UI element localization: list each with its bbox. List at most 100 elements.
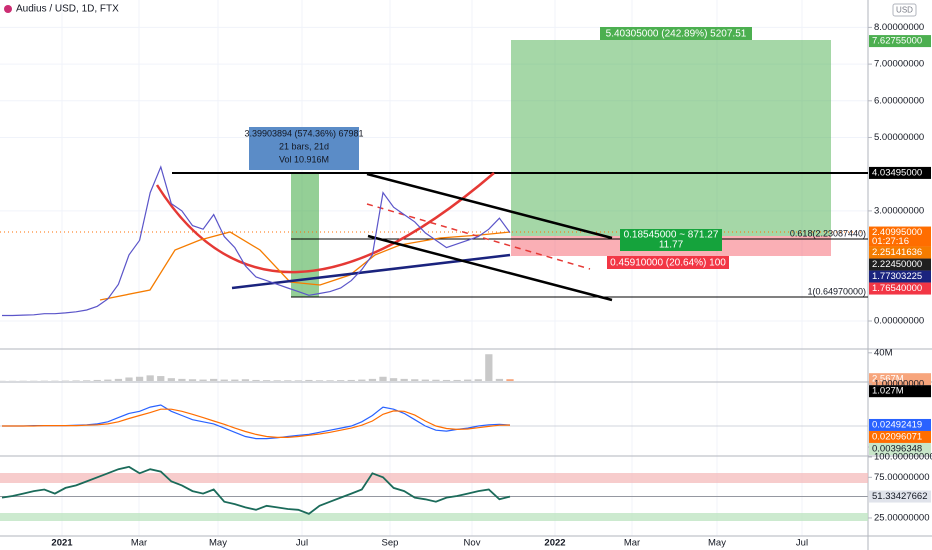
volume-bar: [231, 379, 239, 381]
price-label-bg: [869, 258, 931, 271]
price-label-bg: [869, 226, 931, 247]
price-label: 2.22450000: [872, 259, 922, 270]
volume-bar: [262, 380, 271, 381]
currency-badge[interactable]: [892, 3, 917, 17]
price-label-bg: [869, 282, 931, 295]
rsi-oversold-band: [0, 513, 868, 521]
measure-box: [249, 127, 359, 170]
price-label-bg: [869, 35, 931, 48]
series-line: [2, 408, 511, 438]
volume-bar: [326, 380, 334, 381]
symbol-icon: [4, 5, 12, 13]
volume-bar: [220, 379, 228, 381]
volume-bar: [464, 379, 472, 381]
price-label-bg: [869, 246, 931, 259]
time-tick-label: May: [708, 538, 726, 549]
volume-bar: [114, 378, 123, 381]
time-tick-label: Mar: [624, 538, 640, 549]
channel-line: [367, 234, 613, 302]
volume-bar: [294, 380, 302, 381]
price-label-bg: [869, 270, 931, 283]
volume-bar: [125, 377, 133, 381]
series: [0, 165, 514, 515]
position-label: 0.18545000 ~ 871.27: [624, 230, 719, 241]
y-tick-label: 8.00000000: [874, 22, 924, 33]
volume-bar: [379, 376, 387, 381]
measure-label: 21 bars, 21d: [279, 141, 329, 151]
volume-bar: [72, 380, 80, 381]
fib-label: 0.618(2.23087440): [790, 228, 866, 238]
price-label: 7.62755000: [872, 36, 922, 47]
time-tick-label: 2022: [544, 538, 565, 549]
y-tick-label: 100.00000000: [874, 452, 932, 463]
measure-range: [291, 174, 319, 297]
measure-label: 3.39903894 (574.36%) 67981: [244, 128, 363, 138]
time-tick-label: Mar: [131, 538, 147, 549]
price-label-bg: [869, 166, 931, 179]
measure-label: Vol 10.916M: [279, 154, 329, 164]
time-tick-label: May: [209, 538, 227, 549]
stop-label-bg: [607, 256, 729, 269]
position-label: 11.77: [659, 240, 684, 251]
position-label-bg: [620, 229, 722, 251]
price-label: 0.02492419: [872, 419, 922, 430]
volume-bar: [157, 376, 165, 381]
volume-bar: [400, 378, 408, 381]
price-label: 1.027M: [872, 386, 904, 397]
price-label: 51.33427662: [872, 491, 927, 502]
price-label-bg: [869, 442, 931, 455]
price-label-bg: [869, 418, 931, 431]
volume-bar: [432, 379, 440, 381]
target-label: 5.40305000 (242.89%) 5207.51: [606, 29, 747, 40]
y-tick-label: 0.00000000: [874, 316, 924, 327]
stop-label: 0.45910000 (20.64%) 100: [610, 258, 726, 269]
volume-bar: [358, 379, 366, 381]
curve-drawing: [155, 172, 495, 274]
price-label-bg: [869, 373, 931, 386]
time-tick-label: 2021: [51, 538, 73, 549]
price-label-bg: [869, 430, 931, 443]
volume-bar: [495, 378, 504, 381]
volume-bar: [273, 380, 281, 381]
volume-bar: [178, 378, 186, 381]
series-line: [1, 465, 511, 515]
time-tick-label: Sep: [382, 538, 399, 549]
volume-bar: [83, 380, 91, 381]
y-tick-label: 7.00000000: [874, 59, 924, 70]
series-line: [2, 165, 511, 317]
price-label: 0.00396348: [872, 443, 922, 454]
volume-bar: [421, 379, 429, 381]
volume-bar: [442, 379, 451, 381]
volume-bar: [389, 378, 398, 381]
volume-bar: [104, 379, 112, 381]
price-label: 1.76540000: [872, 283, 922, 294]
currency-label: USD: [896, 6, 913, 15]
target-label-bg: [600, 27, 752, 40]
volume-bar: [315, 380, 324, 381]
volume-bar: [305, 379, 313, 381]
price-label: 2.40995000: [872, 227, 922, 238]
price-label: 2.25141636: [872, 247, 922, 258]
volume-bar: [453, 379, 461, 381]
y-tick-label: 1.00000000: [874, 379, 924, 390]
y-tick-label: 3.00000000: [874, 205, 924, 216]
y-tick-label: 6.00000000: [874, 95, 924, 106]
y-tick-label: 75.00000000: [874, 472, 929, 483]
target-zone: [511, 40, 831, 236]
volume-bar: [485, 354, 493, 381]
volume-bar: [506, 379, 514, 381]
volume-bar: [188, 379, 197, 381]
volume-bar: [284, 380, 292, 381]
countdown-label: 01:27:16: [872, 236, 909, 247]
volume-bar: [167, 378, 175, 381]
price-label: 0.02096071: [872, 431, 922, 442]
price-label: 4.03495000: [872, 167, 922, 178]
volume-bar: [368, 378, 377, 381]
volume-bar: [199, 379, 207, 381]
time-tick-label: Jul: [796, 538, 808, 549]
volume-bar: [347, 379, 355, 381]
y-tick-label: 5.00000000: [874, 132, 924, 143]
volume-bar: [146, 375, 154, 381]
